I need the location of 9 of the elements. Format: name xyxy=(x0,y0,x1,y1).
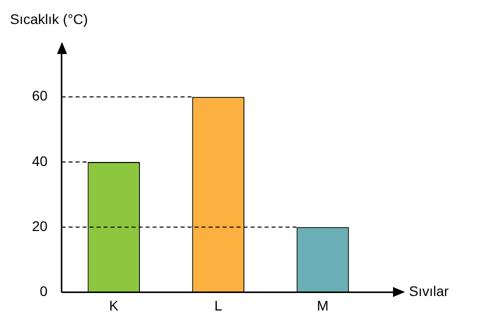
x-axis-title: Sıvılar xyxy=(409,283,450,300)
y-tick-label: 0 xyxy=(40,283,48,300)
x-tick-label: L xyxy=(214,297,222,314)
x-tick-label: M xyxy=(316,297,329,314)
y-tick-label: 20 xyxy=(32,218,48,234)
y-tick-label: 40 xyxy=(32,152,48,169)
x-tick-label: K xyxy=(109,297,120,314)
y-tick-label: 60 xyxy=(32,88,48,104)
y-axis-title: Sıcaklık (°C) xyxy=(10,10,88,27)
